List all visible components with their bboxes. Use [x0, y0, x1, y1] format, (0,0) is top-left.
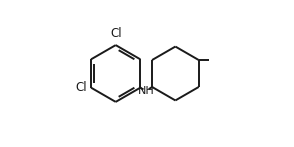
Text: Cl: Cl	[76, 81, 87, 94]
Text: Cl: Cl	[110, 27, 121, 40]
Text: NH: NH	[138, 86, 155, 96]
